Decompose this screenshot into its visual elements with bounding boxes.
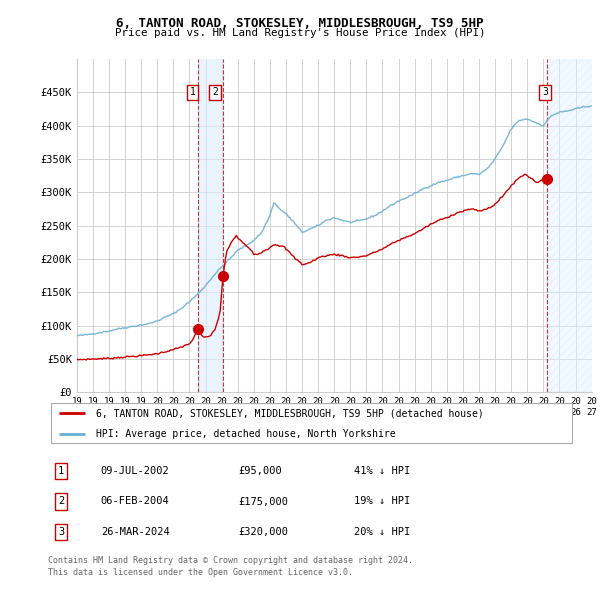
Bar — [547, 59, 592, 392]
Text: 3: 3 — [58, 527, 64, 537]
FancyBboxPatch shape — [50, 404, 572, 443]
Text: 3: 3 — [542, 87, 548, 97]
Bar — [198, 59, 223, 392]
Text: 6, TANTON ROAD, STOKESLEY, MIDDLESBROUGH, TS9 5HP (detached house): 6, TANTON ROAD, STOKESLEY, MIDDLESBROUGH… — [95, 408, 483, 418]
Text: 20% ↓ HPI: 20% ↓ HPI — [354, 527, 410, 537]
Text: £175,000: £175,000 — [238, 497, 288, 506]
Text: 19% ↓ HPI: 19% ↓ HPI — [354, 497, 410, 506]
Text: This data is licensed under the Open Government Licence v3.0.: This data is licensed under the Open Gov… — [48, 568, 353, 576]
Text: 06-FEB-2004: 06-FEB-2004 — [101, 497, 170, 506]
Text: 6, TANTON ROAD, STOKESLEY, MIDDLESBROUGH, TS9 5HP: 6, TANTON ROAD, STOKESLEY, MIDDLESBROUGH… — [116, 17, 484, 30]
Text: 2: 2 — [58, 497, 64, 506]
Text: HPI: Average price, detached house, North Yorkshire: HPI: Average price, detached house, Nort… — [95, 428, 395, 438]
Text: 26-MAR-2024: 26-MAR-2024 — [101, 527, 170, 537]
Text: 09-JUL-2002: 09-JUL-2002 — [101, 466, 170, 476]
Text: 1: 1 — [58, 466, 64, 476]
Text: Price paid vs. HM Land Registry's House Price Index (HPI): Price paid vs. HM Land Registry's House … — [115, 28, 485, 38]
Text: £95,000: £95,000 — [238, 466, 282, 476]
Text: 41% ↓ HPI: 41% ↓ HPI — [354, 466, 410, 476]
Text: 2: 2 — [212, 87, 218, 97]
Text: £320,000: £320,000 — [238, 527, 288, 537]
Text: Contains HM Land Registry data © Crown copyright and database right 2024.: Contains HM Land Registry data © Crown c… — [48, 556, 413, 565]
Text: 1: 1 — [190, 87, 196, 97]
